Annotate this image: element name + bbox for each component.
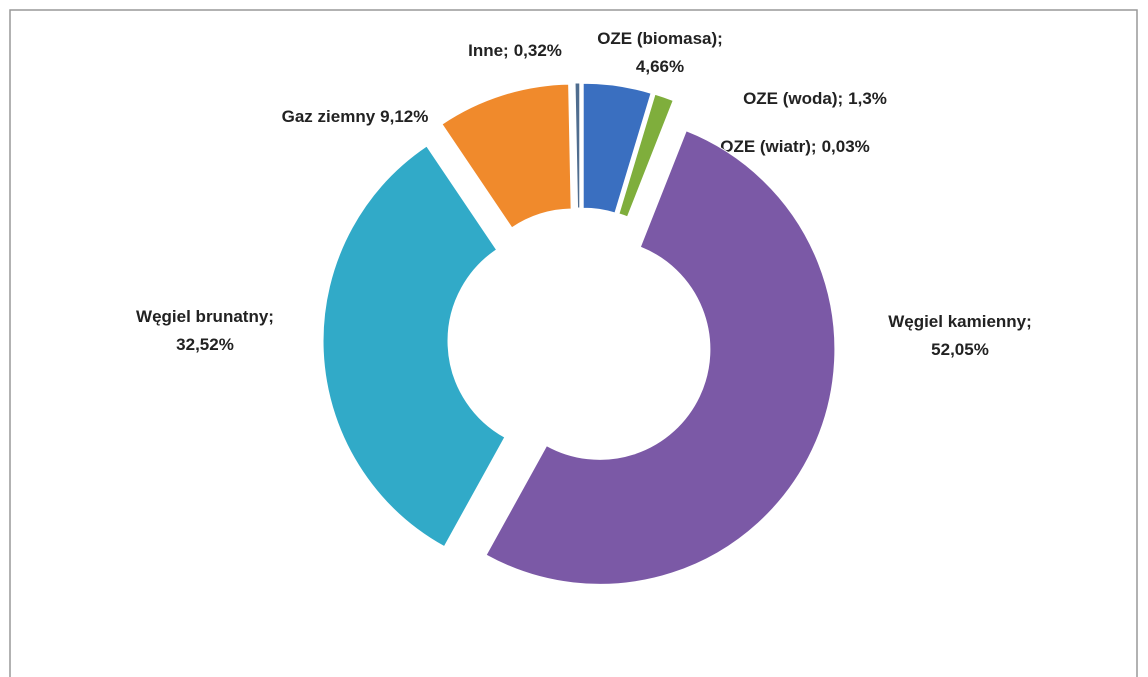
donut-slice (485, 130, 836, 585)
donut-slice (322, 145, 506, 548)
label-value: 0,03% (822, 137, 870, 156)
data-label: Węgiel brunatny; 32,52% (136, 307, 274, 354)
label-category: OZE (wiatr); (720, 137, 816, 156)
donut-slice (582, 82, 652, 214)
label-value: 9,12% (380, 107, 428, 126)
label-value: 52,05% (931, 340, 989, 359)
label-category: Inne; (468, 41, 509, 60)
label-category: OZE (biomasa); (597, 29, 723, 48)
label-category: Węgiel brunatny; (136, 307, 274, 326)
donut-slice (618, 93, 674, 218)
data-label: OZE (wiatr); 0,03% (720, 137, 870, 156)
data-label: OZE (woda); 1,3% (743, 89, 887, 108)
donut-slice (441, 83, 572, 229)
label-value: 4,66% (636, 57, 684, 76)
label-value: 1,3% (848, 89, 887, 108)
data-label: Gaz ziemny 9,12% (282, 107, 429, 126)
donut-slice (627, 100, 676, 218)
data-label: Węgiel kamienny; 52,05% (888, 312, 1032, 359)
label-category: Gaz ziemny (282, 107, 376, 126)
label-category: Węgiel kamienny; (888, 312, 1032, 331)
label-category: OZE (woda); (743, 89, 843, 108)
data-label: OZE (biomasa); 4,66% (597, 29, 723, 76)
label-value: 32,52% (176, 335, 234, 354)
label-value: 0,32% (514, 41, 562, 60)
donut-slice (574, 82, 581, 209)
data-label: Inne; 0,32% (468, 41, 562, 60)
